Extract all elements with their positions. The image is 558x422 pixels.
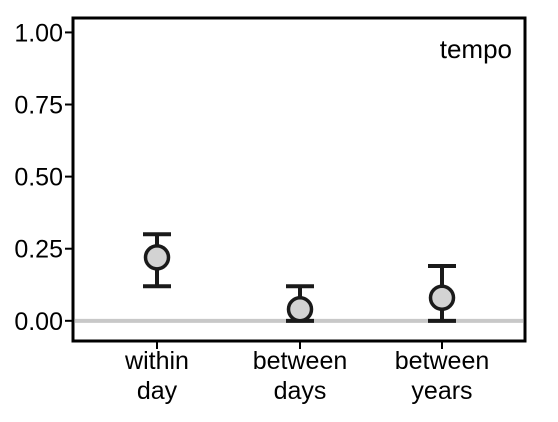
x-category-label-line: years	[411, 377, 472, 405]
y-axis: 0.00 0.25 0.50 0.75 1.00	[14, 19, 73, 336]
x-category-label: within day	[124, 347, 189, 405]
panel-label: tempo	[440, 34, 512, 64]
data-point	[428, 284, 456, 311]
x-category-label-line: within	[124, 347, 189, 375]
points-layer	[143, 244, 456, 323]
y-tick-label: 0.75	[14, 92, 63, 120]
y-tick-label: 0.50	[14, 164, 63, 192]
x-category-label: between days	[253, 347, 348, 405]
y-tick-label: 0.25	[14, 236, 63, 264]
x-category-label: between years	[395, 347, 490, 405]
y-tick-label: 0.00	[14, 308, 63, 336]
data-point	[143, 244, 171, 271]
x-category-label-line: between	[253, 347, 348, 375]
x-category-label-line: day	[137, 377, 178, 405]
x-category-label-line: between	[395, 347, 490, 375]
data-point	[286, 296, 314, 323]
x-category-label-line: days	[274, 377, 327, 405]
y-tick-label: 1.00	[14, 19, 63, 47]
